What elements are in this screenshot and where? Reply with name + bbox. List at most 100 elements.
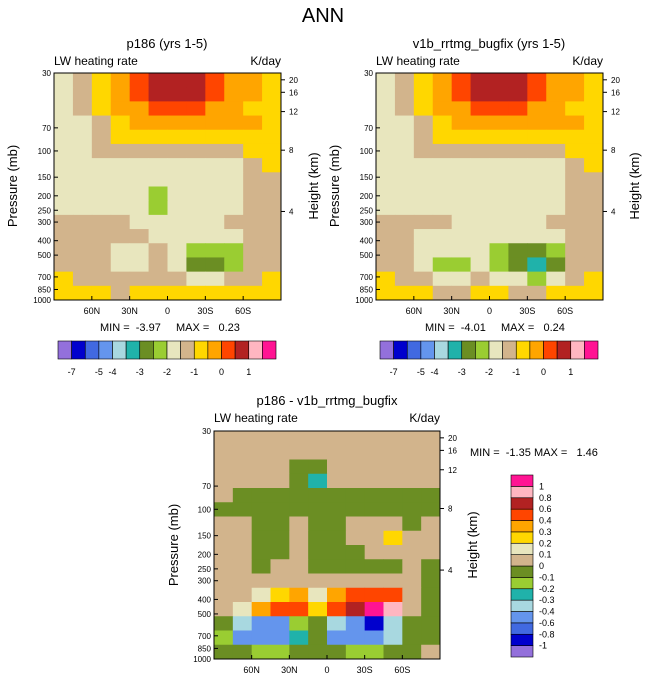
heatmap-cell [262,129,282,145]
colorbar-label: -7 [390,367,398,377]
heatmap-cell [402,445,422,460]
heatmap-cell [565,143,585,159]
heatmap-cell [72,87,93,102]
colorbar-swatch [71,340,86,360]
heatmap-cell [383,488,403,503]
heatmap-cell [251,545,271,560]
heatmap-cell [565,87,585,102]
heatmap-cell [167,143,187,159]
y-tick-label: 1000 [193,655,211,664]
heatmap-cell [345,573,366,589]
heatmap-cell [54,186,74,202]
heatmap-cell [413,143,434,159]
heatmap-cell [54,115,74,131]
heatmap-cell [289,502,309,517]
heatmap-cell [72,229,93,244]
heatmap-cell [91,200,112,216]
heatmap-cell [91,129,112,145]
x-tick-label: 60N [84,306,101,316]
heatmap-cell [214,516,234,532]
heatmap-cell [72,143,93,159]
colorbar-swatch [570,340,585,360]
heatmap-cell [289,573,309,589]
heatmap-cell [451,129,471,145]
heatmap-cell [270,602,290,617]
heatmap-cell [546,73,566,88]
heatmap-cell [289,616,309,631]
heatmap-cell [72,186,93,202]
colorbar-label: -3 [458,367,466,377]
colorbar-swatch [510,486,534,499]
heatmap-cell [214,459,234,475]
heatmap-cell [432,158,453,173]
heatmap-cell [186,243,206,258]
heatmap-cell [91,115,112,131]
heatmap-cell [546,87,566,102]
y-tick-label: 250 [38,206,52,215]
heatmap-cell [214,545,234,560]
heatmap-cell [565,158,585,173]
heatmap-cell [394,158,415,173]
colorbar-label: -0.3 [539,595,555,605]
colorbar-swatch [98,340,113,360]
heatmap-cell [489,129,509,145]
heatmap-cell [129,87,149,102]
heatmap-cell [394,101,415,116]
heatmap-cell [148,214,168,230]
heatmap-cell [110,200,131,216]
heatmap-cell [402,587,422,603]
heatmap-cell [470,214,490,230]
colorbar-label: -4 [108,367,116,377]
heatmap-cell [186,186,206,202]
heatmap-cell [470,115,490,131]
y-tick-label: 30 [42,69,51,78]
heatmap-cell [270,616,290,631]
colorbar-label: 0.3 [539,527,552,537]
heatmap-cell [308,587,328,603]
heatmap-cell [232,459,253,475]
heatmap-cell [167,87,187,102]
heatmap-cell [584,214,604,230]
heatmap-cell [129,243,149,258]
heatmap-cell [232,502,253,517]
heatmap-cell [451,115,471,131]
colorbar-swatch [180,340,195,360]
x-tick-label: 60S [235,306,251,316]
colorbar-label: -2 [163,367,171,377]
heatmap-cell [394,285,415,301]
heatmap-cell [186,257,206,273]
heatmap-cell [546,101,566,116]
latitude-axis: 60N 30N 0 30S 60S [406,296,573,316]
heatmap-cell [214,473,234,489]
heatmap-cell [262,73,282,88]
heatmap-cell [470,285,490,301]
heatmap-cell [289,431,309,446]
heatmap-cell [451,186,471,202]
colorbar-swatch [510,588,534,601]
heatmap-cell [148,158,168,173]
heatmap-cell [232,573,253,589]
heatmap-cell [270,488,290,503]
heatmap-cell [489,115,509,131]
heatmap-cell [72,115,93,131]
heatmap-cell [224,243,244,258]
y-tick-label: 70 [202,482,211,491]
heatmap-cell [376,172,396,187]
heatmap-cell [262,186,282,202]
heatmap-cell [383,445,403,460]
heatmap-cell [508,214,528,230]
heatmap-cell [54,87,74,102]
heatmap-cell [251,644,271,660]
heatmap-cell [270,473,290,489]
heatmap-cell [186,271,206,287]
y-tick-label: 500 [360,251,374,260]
heatmap-cell [54,158,74,173]
y2-tick-label: 20 [289,76,298,85]
colorbar-swatch [510,599,534,612]
heatmap-cell [232,445,253,460]
heatmap-cell [129,271,149,287]
heatmap-cell [289,473,309,489]
heatmap-cell [167,172,187,187]
max-label: MAX = 0.23 [176,322,240,334]
heatmap-cell [129,158,149,173]
